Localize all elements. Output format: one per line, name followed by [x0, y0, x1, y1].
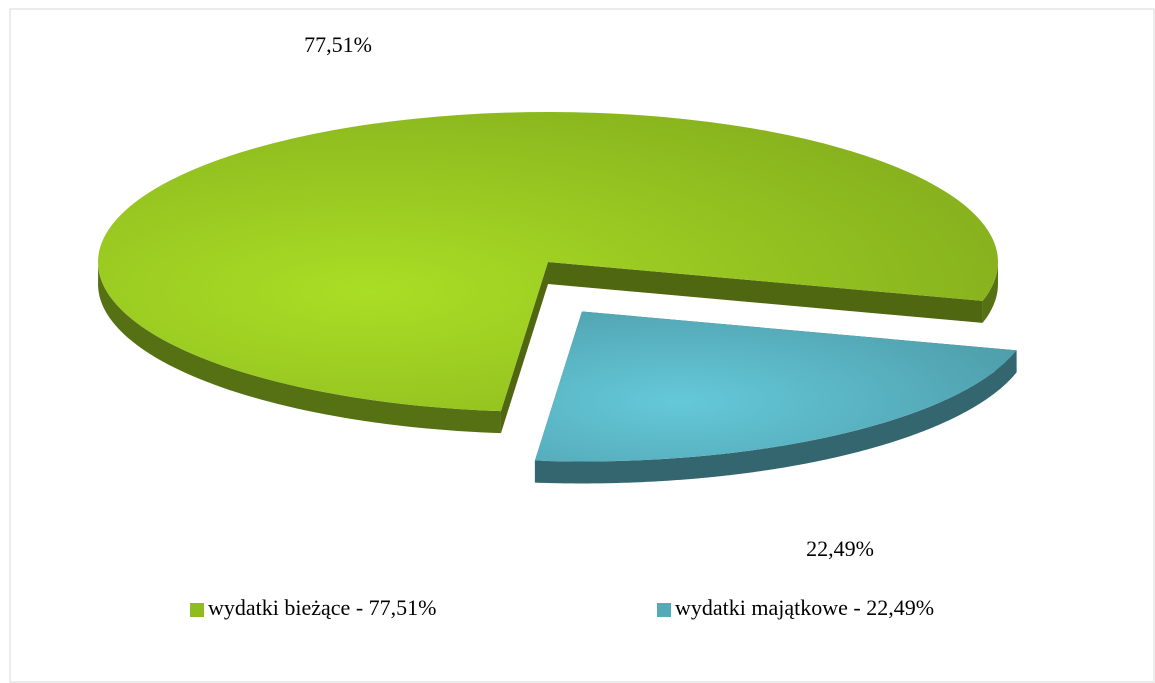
data-label: 22,49% — [806, 536, 874, 561]
legend-swatch — [190, 603, 204, 617]
legend-label: wydatki majątkowe - 22,49% — [675, 595, 934, 620]
slice-side — [982, 261, 998, 323]
legend-label: wydatki bieżące - 77,51% — [208, 595, 436, 620]
data-label: 77,51% — [304, 32, 372, 57]
legend-swatch — [657, 603, 671, 617]
slice-side — [98, 259, 501, 434]
slice-wall — [548, 262, 983, 323]
slice — [98, 112, 999, 412]
pie — [98, 112, 1017, 484]
slice-side — [534, 350, 1017, 484]
slice-wall — [500, 262, 548, 434]
slice — [534, 311, 1017, 462]
